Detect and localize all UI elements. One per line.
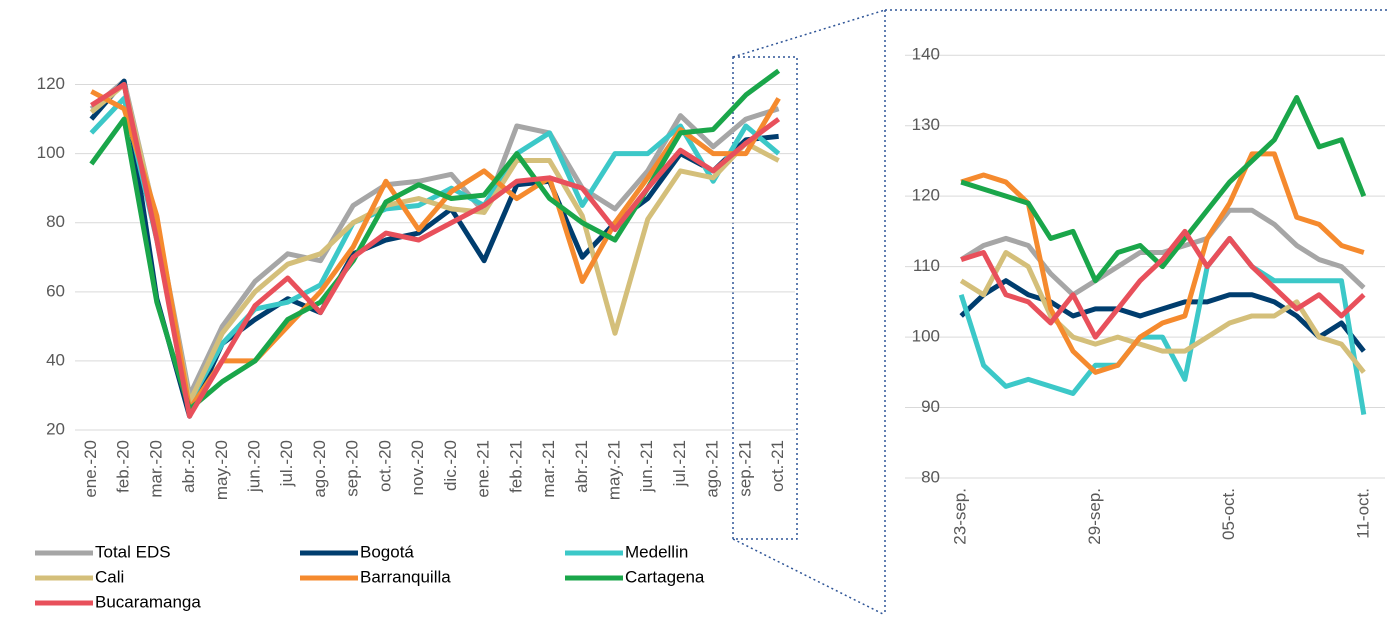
x-tick-label: abr.-20	[179, 440, 198, 493]
y-tick-label: 60	[46, 281, 65, 300]
x-tick-label: ago.-21	[703, 440, 722, 498]
x-tick-label: mar.-21	[539, 440, 558, 498]
x-tick-label: feb.-20	[114, 440, 133, 493]
y-tick-label: 100	[37, 143, 65, 162]
zoom-line	[732, 9, 886, 58]
legend-label: Bogotá	[360, 542, 414, 561]
x-tick-label: ago.-20	[310, 440, 329, 498]
x-tick-label: 05-oct.	[1219, 488, 1238, 540]
x-tick-label: 11-oct.	[1353, 488, 1372, 539]
legend-label: Medellin	[625, 542, 688, 561]
legend-label: Bucaramanga	[95, 592, 201, 611]
x-tick-label: jul.-20	[277, 440, 296, 487]
series-line	[960, 228, 1366, 340]
x-tick-label: may.-20	[212, 440, 231, 500]
y-tick-label: 120	[37, 74, 65, 93]
legend-label: Total EDS	[95, 542, 171, 561]
y-tick-label: 80	[46, 212, 65, 231]
series-line	[959, 278, 1366, 353]
legend-label: Cartagena	[625, 567, 705, 586]
y-tick-label: 80	[921, 467, 940, 486]
series-line	[89, 82, 780, 405]
series-line	[959, 250, 1366, 374]
series-line	[89, 68, 781, 412]
x-tick-label: nov.-20	[408, 440, 427, 495]
legend-label: Cali	[95, 567, 124, 586]
x-tick-label: ene.-20	[81, 440, 100, 498]
x-tick-label: oct.-21	[768, 440, 787, 492]
x-tick-label: 23-sep.	[951, 488, 970, 545]
y-tick-label: 130	[912, 115, 940, 134]
y-tick-label: 100	[912, 327, 940, 346]
x-tick-label: may.-21	[604, 440, 623, 500]
y-tick-label: 140	[912, 45, 940, 64]
x-tick-label: abr.-21	[572, 440, 591, 493]
series-line	[89, 78, 780, 398]
legend-label: Barranquilla	[360, 567, 451, 586]
x-tick-label: dic.-20	[441, 440, 460, 491]
x-tick-label: sep.-20	[343, 440, 362, 497]
x-tick-label: 29-sep.	[1085, 488, 1104, 545]
y-tick-label: 90	[921, 397, 940, 416]
y-tick-label: 110	[913, 256, 940, 275]
x-tick-label: jun.-21	[637, 440, 656, 493]
x-tick-label: jul.-21	[670, 440, 689, 487]
x-tick-label: ene.-21	[474, 440, 493, 498]
series-line	[958, 235, 1367, 415]
x-tick-label: feb.-21	[506, 440, 525, 493]
y-tick-label: 120	[912, 186, 940, 205]
series-line	[959, 207, 1366, 298]
x-tick-label: oct.-20	[375, 440, 394, 492]
x-tick-label: jun.-20	[244, 440, 263, 493]
zoom-line	[732, 538, 886, 616]
x-tick-label: sep.-21	[735, 440, 754, 497]
series-line	[90, 82, 781, 419]
series-line	[960, 95, 1367, 284]
series-line	[89, 78, 779, 419]
x-tick-label: mar.-20	[146, 440, 165, 498]
zoom-box	[732, 56, 798, 540]
y-tick-label: 40	[46, 350, 65, 369]
y-tick-label: 20	[46, 419, 65, 438]
